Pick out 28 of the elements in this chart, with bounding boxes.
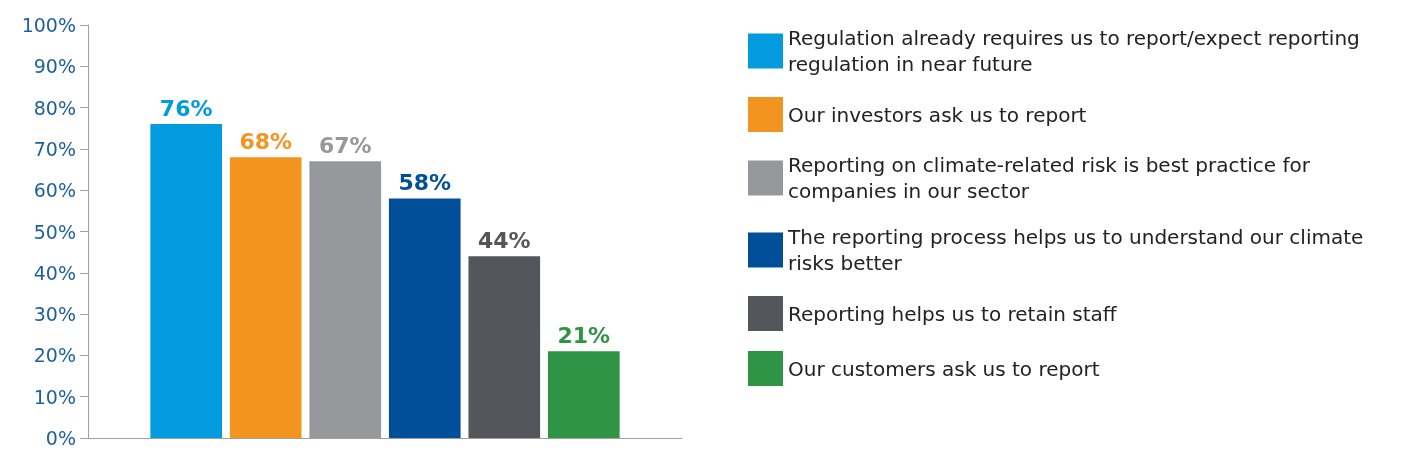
legend-label: The reporting process helps us to understand our climate risks better — [787, 225, 1370, 275]
y-tick-label: 70% — [33, 137, 76, 160]
y-tick-label: 80% — [33, 96, 76, 119]
legend-label: Our investors ask us to report — [788, 102, 1087, 127]
data-label: 58% — [398, 169, 452, 195]
y-tick-label: 20% — [33, 344, 76, 367]
legend-label: Regulation already requires us to report/expect reporting regulation in near future — [788, 26, 1367, 76]
y-tick-label: 40% — [33, 261, 76, 284]
data-label: 68% — [239, 128, 293, 154]
y-tick-label: 60% — [33, 179, 76, 202]
legend-label: Reporting helps us to retain staff — [788, 301, 1118, 326]
y-tick-label: 90% — [33, 55, 76, 78]
legend-label: Reporting on climate-related risk is best practice for companies in our sector — [788, 153, 1317, 203]
y-tick-label: 0% — [45, 427, 76, 449]
bar — [547, 351, 620, 438]
bar — [388, 198, 461, 438]
bar — [468, 256, 541, 438]
data-label: 76% — [159, 95, 213, 121]
y-tick-label: 30% — [33, 303, 76, 326]
bar — [229, 157, 302, 438]
data-label: 44% — [477, 227, 531, 253]
y-tick-label: 100% — [21, 14, 76, 36]
y-tick-label: 50% — [33, 220, 76, 243]
data-label: 21% — [557, 322, 611, 348]
legend-label: Our customers ask us to report — [788, 356, 1100, 381]
bar — [150, 124, 223, 438]
y-tick-label: 10% — [33, 385, 76, 408]
data-label: 67% — [318, 132, 372, 158]
